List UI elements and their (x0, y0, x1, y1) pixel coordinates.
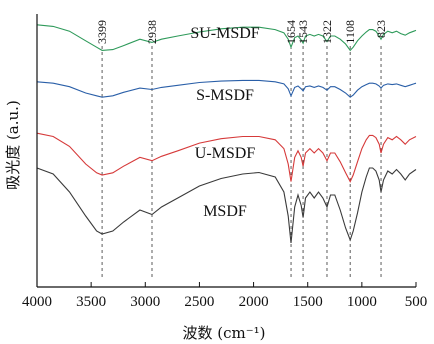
y-axis-title: 吸光度 (a.u.) (4, 100, 22, 190)
peak-label-1654: 1654 (284, 20, 298, 44)
peak-label-3399: 3399 (95, 20, 109, 44)
peak-label-823: 823 (374, 20, 388, 38)
axes (36, 14, 416, 288)
x-tick-label: 1500 (293, 294, 323, 310)
x-tick-label: 3000 (130, 294, 160, 310)
series-label-msdf: MSDF (203, 203, 247, 220)
series-line-s-msdf (36, 79, 417, 98)
x-tick-label: 2500 (184, 294, 214, 310)
series-lines (36, 24, 417, 244)
x-axis-ticks: 4000 3500 3000 2500 2000 1500 1000 500 (22, 282, 427, 310)
x-tick-label: 500 (405, 294, 428, 310)
peak-label-1108: 1108 (343, 20, 357, 44)
x-tick-label: 2000 (239, 294, 269, 310)
x-tick-label: 3500 (76, 294, 106, 310)
x-tick-label: 4000 (22, 294, 52, 310)
x-tick-label: 1000 (347, 294, 377, 310)
series-line-su-msdf (36, 24, 417, 52)
peak-label-2938: 2938 (145, 20, 159, 44)
series-labels: SU-MSDF S-MSDF U-MSDF MSDF (190, 25, 259, 220)
series-label-su-msdf: SU-MSDF (190, 25, 259, 42)
series-line-msdf (36, 167, 417, 244)
series-label-u-msdf: U-MSDF (195, 145, 256, 162)
x-axis-title: 波数 (cm⁻¹) (182, 324, 265, 342)
peak-label-1322: 1322 (320, 20, 334, 44)
series-label-s-msdf: S-MSDF (196, 87, 254, 104)
series-line-u-msdf (36, 132, 417, 183)
peak-label-1543: 1543 (296, 20, 310, 44)
